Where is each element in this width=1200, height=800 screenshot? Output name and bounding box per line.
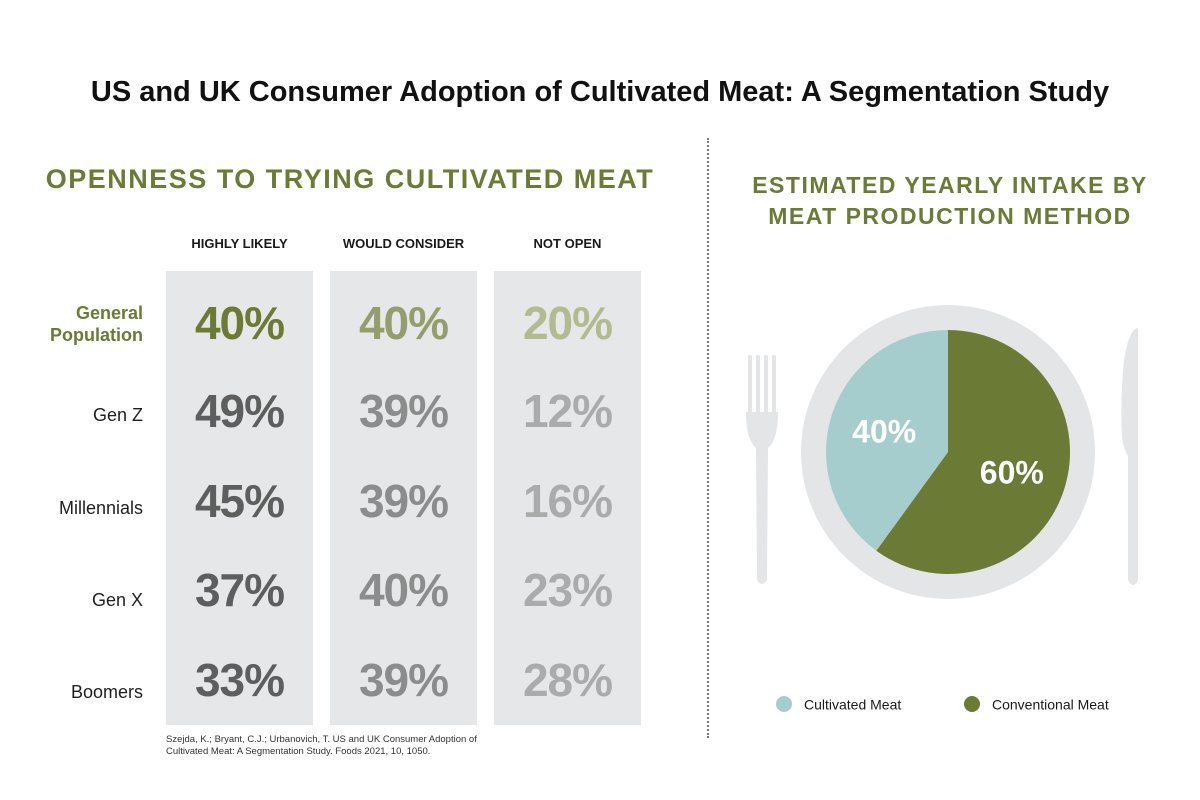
fork-icon <box>746 355 778 584</box>
column-bg-would-consider <box>330 271 477 725</box>
value-general-would-consider: 40% <box>358 297 449 349</box>
openness-title: OPENNESS TO TRYING CULTIVATED MEAT <box>45 164 655 194</box>
slice-conventional <box>876 330 1070 574</box>
value-genz-highly-likely: 49% <box>194 385 285 437</box>
value-general-highly-likely: 40% <box>194 297 285 349</box>
slice-label-cultivated: 40% <box>852 413 916 449</box>
column-header-would-consider: WOULD CONSIDER <box>342 236 465 251</box>
value-boomers-would-consider: 39% <box>358 654 449 706</box>
row-label-line: General <box>75 303 143 323</box>
row-label-gen-z: Gen Z <box>92 405 143 425</box>
value-genx-would-consider: 40% <box>358 564 449 616</box>
row-label-millennials: Millennials <box>58 498 143 518</box>
slice-label-conventional: 60% <box>980 455 1044 491</box>
legend-swatch-cultivated <box>776 696 792 713</box>
legend-item-conventional: Conventional Meat <box>964 695 1109 713</box>
column-bg-not-open <box>494 271 641 725</box>
slice-cultivated <box>826 330 948 551</box>
column-header-highly-likely: HIGHLY LIKELY <box>191 236 288 251</box>
column-header-not-open: NOT OPEN <box>533 236 602 251</box>
legend-label-conventional: Conventional Meat <box>992 696 1109 713</box>
row-label-line: Population <box>50 325 143 345</box>
value-millennials-not-open: 16% <box>522 475 613 527</box>
value-genx-not-open: 23% <box>522 564 613 616</box>
plate-pie-chart: 60% 40% <box>746 305 1138 599</box>
legend-swatch-conventional <box>964 696 980 713</box>
value-millennials-would-consider: 39% <box>358 475 449 527</box>
intake-title-line: MEAT PRODUCTION METHOD <box>768 203 1132 229</box>
dotted-divider <box>707 138 709 738</box>
value-general-not-open: 20% <box>522 297 613 349</box>
main-title: US and UK Consumer Adoption of Cultivate… <box>90 76 1110 108</box>
value-boomers-not-open: 28% <box>522 654 613 706</box>
row-label-gen-x: Gen X <box>91 590 143 610</box>
value-genz-not-open: 12% <box>522 385 613 437</box>
value-boomers-highly-likely: 33% <box>194 654 285 706</box>
pie-group: 60% 40% <box>826 330 1070 574</box>
legend-item-cultivated: Cultivated Meat <box>776 695 902 713</box>
knife-icon <box>1121 328 1138 585</box>
intake-title-line: ESTIMATED YEARLY INTAKE BY <box>752 172 1148 198</box>
column-bg-highly-likely <box>166 271 313 725</box>
legend-label-cultivated: Cultivated Meat <box>804 696 902 713</box>
citation: Szejda, K.; Bryant, C.J.; Urbanovich, T.… <box>166 734 477 757</box>
intake-title: ESTIMATED YEARLY INTAKE BY MEAT PRODUCTI… <box>730 170 1170 232</box>
row-label-general-population: General Population <box>0 302 143 346</box>
value-millennials-highly-likely: 45% <box>194 475 285 527</box>
value-genx-highly-likely: 37% <box>194 564 285 616</box>
value-genz-would-consider: 39% <box>358 385 449 437</box>
row-label-boomers: Boomers <box>70 682 143 702</box>
